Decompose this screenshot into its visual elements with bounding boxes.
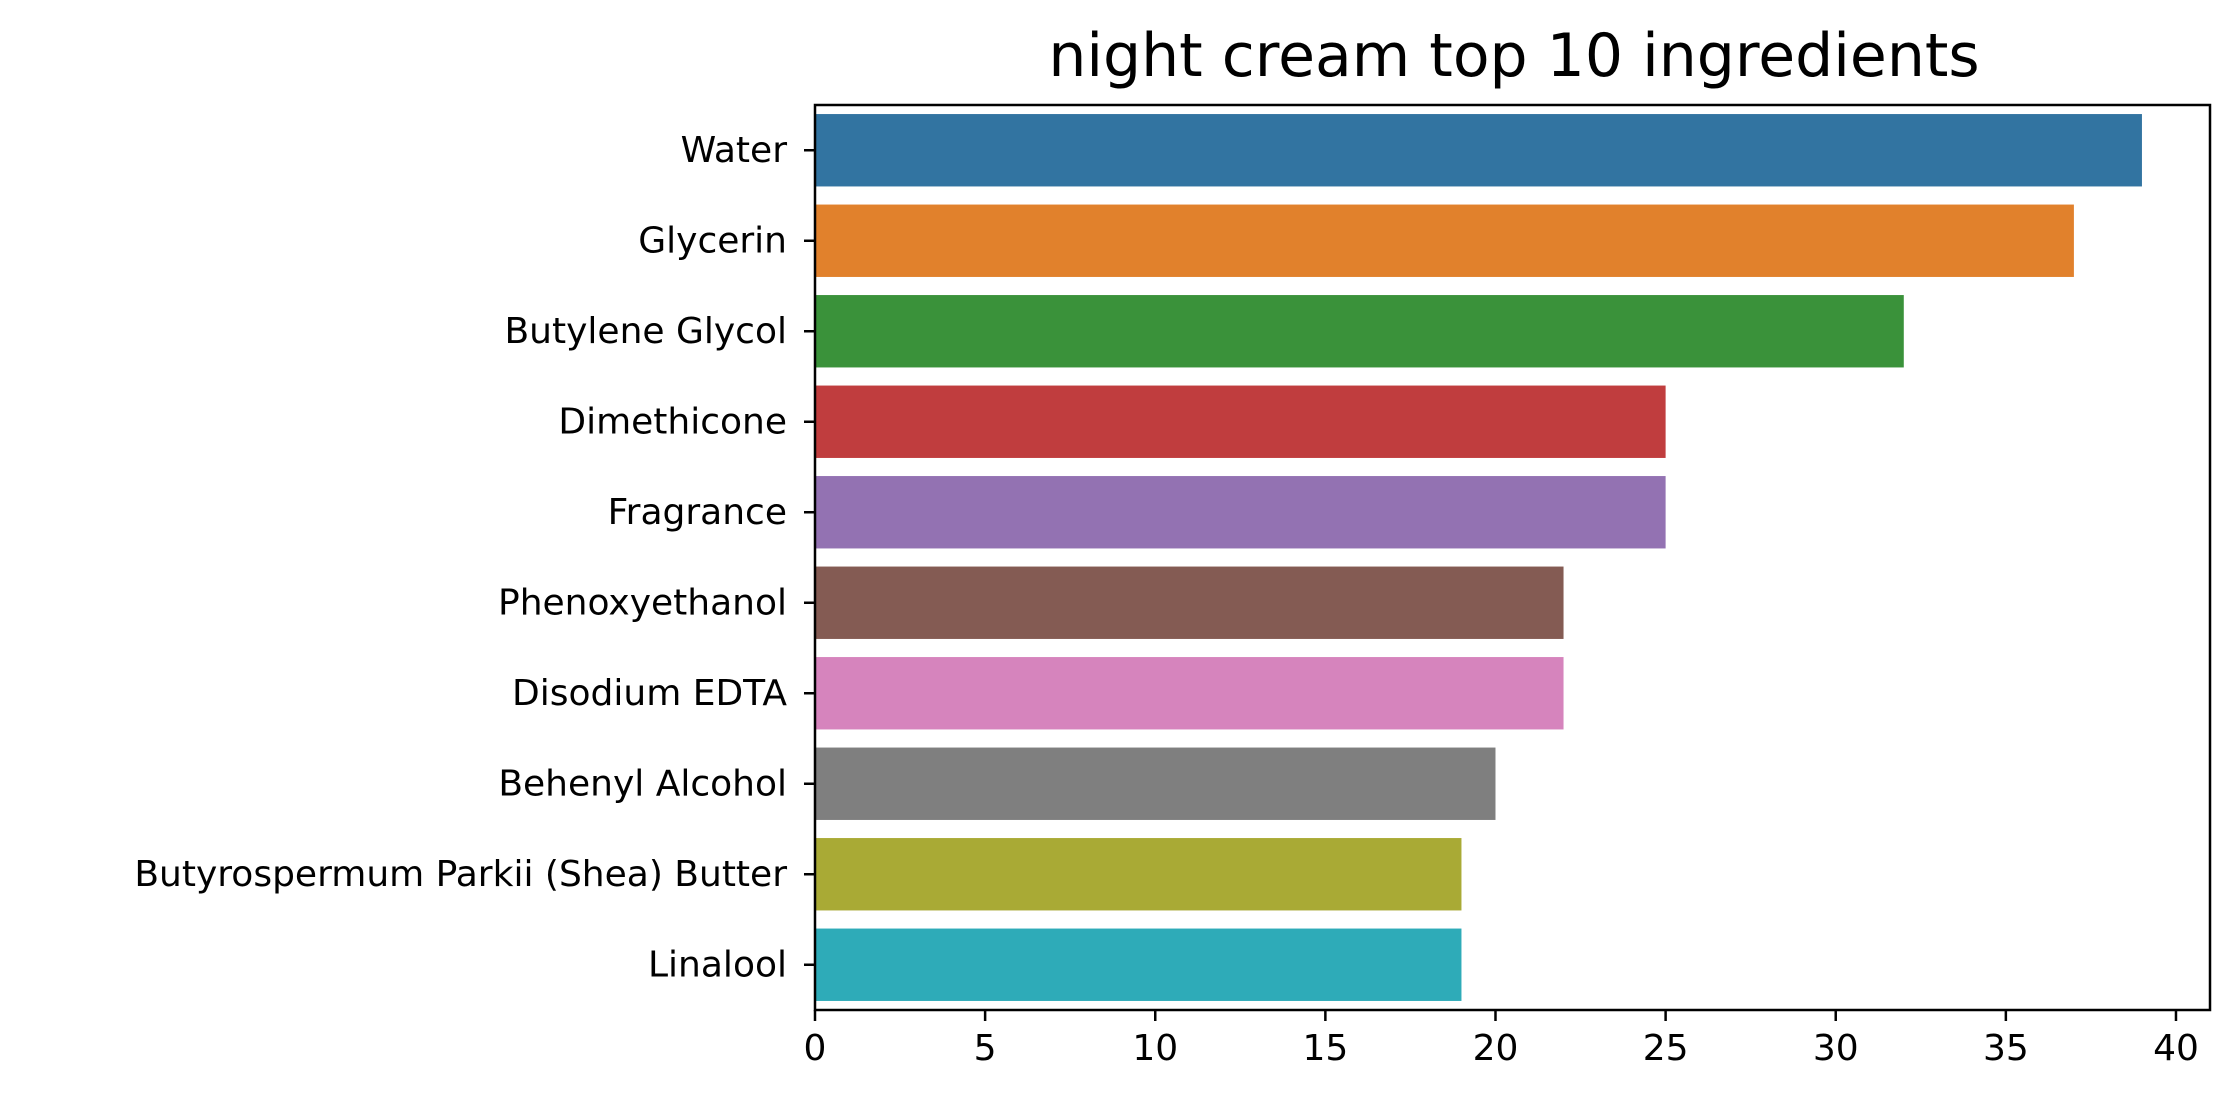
bar-linalool [815,928,1462,1001]
x-tick-label: 0 [804,1028,827,1069]
x-tick-label: 30 [1813,1028,1859,1069]
x-tick-label: 10 [1132,1028,1178,1069]
bar-glycerin [815,204,2074,277]
bar-water [815,114,2142,187]
x-tick-label: 20 [1473,1028,1519,1069]
y-tick-label: Dimethicone [558,401,787,442]
y-tick-label: Behenyl Alcohol [498,763,787,804]
bar-disodium-edta [815,657,1564,730]
x-tick-label: 35 [1983,1028,2029,1069]
x-tick-label: 5 [974,1028,997,1069]
y-tick-label: Water [681,130,788,171]
bar-behenyl-alcohol [815,747,1496,820]
bar-fragrance [815,476,1666,549]
y-tick-label: Linalool [648,944,787,985]
y-tick-label: Butyrospermum Parkii (Shea) Butter [134,854,787,895]
x-axis-ticks: 0 5 10 15 20 25 30 35 40 [804,1010,2199,1069]
x-tick-label: 25 [1643,1028,1689,1069]
chart-title: night cream top 10 ingredients [1048,21,1979,91]
bar-phenoxyethanol [815,566,1564,639]
x-tick-label: 40 [2153,1028,2199,1069]
y-tick-label: Glycerin [638,220,787,261]
x-tick-label: 15 [1302,1028,1348,1069]
bar-butylene-glycol [815,295,1904,368]
bar-dimethicone [815,385,1666,458]
plot-frame [813,103,2212,1012]
y-tick-label: Phenoxyethanol [498,582,787,623]
y-tick-label: Fragrance [608,492,787,533]
y-tick-label: Butylene Glycol [504,311,787,352]
bars-group [815,114,2142,1001]
y-tick-label: Disodium EDTA [512,673,787,714]
y-axis-ticks: Water Glycerin Butylene Glycol Dimethicone F… [134,130,815,985]
bar-butyrospermum-parkii-shea-butter [815,838,1462,911]
